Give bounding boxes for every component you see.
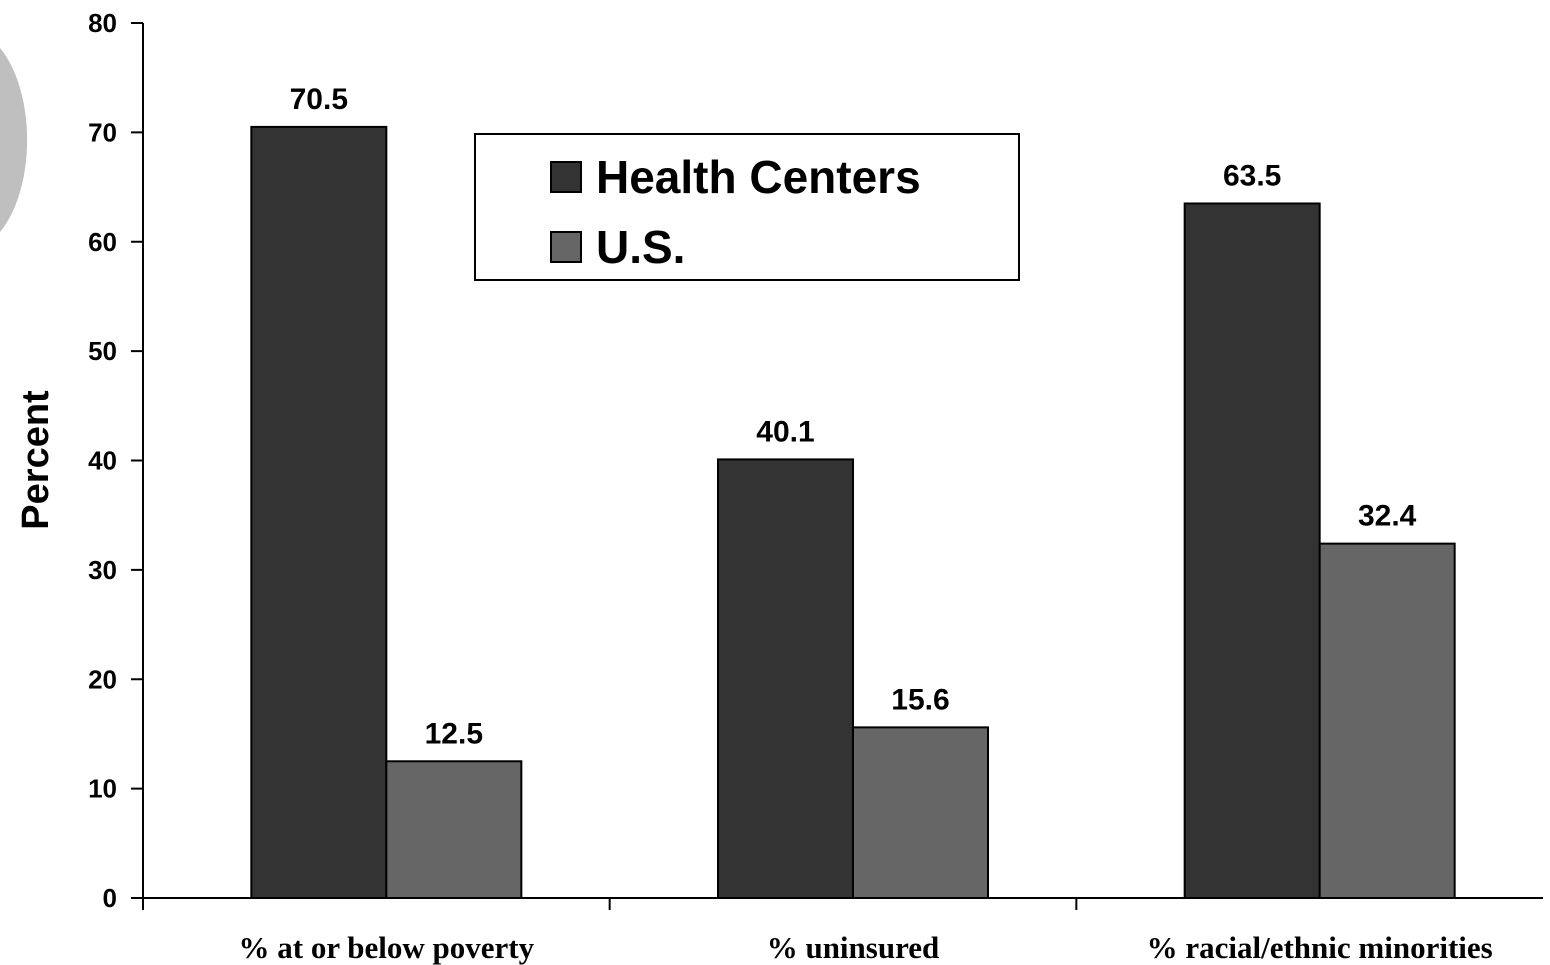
bar <box>1183 202 1321 899</box>
bars <box>250 125 1456 899</box>
y-tick-label: 80 <box>88 8 117 38</box>
legend-label: Health Centers <box>596 151 921 203</box>
legend-label: U.S. <box>596 221 685 273</box>
bar <box>250 125 388 899</box>
y-tick-label: 50 <box>88 336 117 366</box>
y-tick-label: 10 <box>88 774 117 804</box>
data-label: 40.1 <box>756 415 814 448</box>
legend-swatch <box>550 231 582 263</box>
data-labels: 70.5 12.5 40.1 15.6 63.5 32.4 <box>290 83 1417 750</box>
bar <box>385 760 523 899</box>
bar <box>717 458 854 899</box>
y-tick-label: 70 <box>88 117 117 147</box>
data-label: 15.6 <box>891 683 949 716</box>
category-label: % uninsured <box>767 930 940 965</box>
y-tick-label: 40 <box>88 446 117 476</box>
legend: Health Centers U.S. <box>474 133 1020 281</box>
data-label: 70.5 <box>290 83 348 116</box>
category-label: % racial/ethnic minorities <box>1147 930 1493 965</box>
bar <box>852 726 989 899</box>
category-label: % at or below poverty <box>239 930 535 965</box>
bar <box>1318 542 1456 899</box>
y-axis-label: Percent <box>15 390 57 530</box>
decorative-arc <box>0 48 28 232</box>
y-tick-label: 30 <box>88 555 117 585</box>
data-label: 12.5 <box>425 717 483 750</box>
data-label: 32.4 <box>1358 500 1417 533</box>
category-labels: % at or below poverty % uninsured % racial… <box>239 930 1493 965</box>
y-tick-label: 60 <box>88 227 117 257</box>
y-tick-label: 20 <box>88 664 117 694</box>
y-tick-label: 0 <box>103 883 117 913</box>
data-label: 63.5 <box>1223 159 1281 192</box>
legend-swatch <box>550 161 582 193</box>
